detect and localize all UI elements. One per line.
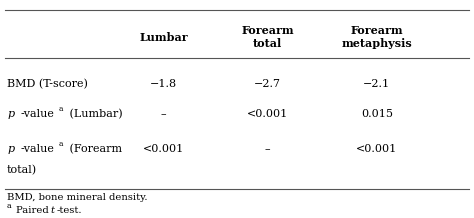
Text: −2.1: −2.1	[363, 79, 391, 89]
Text: <0.001: <0.001	[247, 109, 289, 119]
Text: -value: -value	[20, 144, 54, 154]
Text: −2.7: −2.7	[255, 79, 281, 89]
Text: t: t	[51, 206, 55, 215]
Text: <0.001: <0.001	[356, 144, 398, 154]
Text: −1.8: −1.8	[150, 79, 177, 89]
Text: a: a	[58, 105, 63, 113]
Text: Forearm
total: Forearm total	[241, 25, 294, 49]
Text: (Forearm: (Forearm	[66, 144, 122, 155]
Text: BMD, bone mineral density.: BMD, bone mineral density.	[7, 193, 147, 202]
Text: (Lumbar): (Lumbar)	[66, 109, 123, 120]
Text: p: p	[7, 109, 14, 119]
Text: -test.: -test.	[57, 206, 82, 215]
Text: Lumbar: Lumbar	[139, 32, 188, 43]
Text: 0.015: 0.015	[361, 109, 393, 119]
Text: a: a	[58, 140, 63, 148]
Text: a: a	[7, 203, 12, 210]
Text: –: –	[161, 109, 166, 119]
Text: -value: -value	[20, 109, 54, 119]
Text: total): total)	[7, 165, 37, 175]
Text: Paired: Paired	[16, 206, 52, 215]
Text: <0.001: <0.001	[143, 144, 184, 154]
Text: Forearm
metaphysis: Forearm metaphysis	[341, 25, 412, 49]
Text: –: –	[265, 144, 271, 154]
Text: p: p	[7, 144, 14, 154]
Text: BMD (T-score): BMD (T-score)	[7, 79, 88, 89]
